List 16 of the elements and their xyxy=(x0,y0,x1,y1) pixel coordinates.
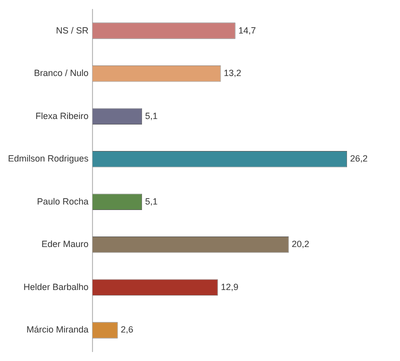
data-label: 20,2 xyxy=(292,239,310,250)
y-tick-label: Helder Barbalho xyxy=(23,282,89,292)
y-tick-label: Edmilson Rodrigues xyxy=(8,154,90,164)
y-tick-label: Eder Mauro xyxy=(42,239,89,250)
data-label: 12,9 xyxy=(220,282,238,292)
y-tick-label: Márcio Miranda xyxy=(26,324,89,335)
y-tick-label: NS / SR xyxy=(56,25,90,36)
y-tick-label: Flexa Ribeiro xyxy=(36,110,89,121)
data-label: 2,6 xyxy=(120,324,134,335)
data-label: 5,1 xyxy=(145,196,158,206)
data-label: 13,2 xyxy=(224,68,242,78)
y-tick-label: Paulo Rocha xyxy=(36,196,89,206)
data-label: 14,7 xyxy=(238,25,256,36)
data-label: 5,1 xyxy=(145,110,158,121)
y-tick-label: Branco / Nulo xyxy=(34,68,89,78)
data-label: 26,2 xyxy=(350,154,368,164)
